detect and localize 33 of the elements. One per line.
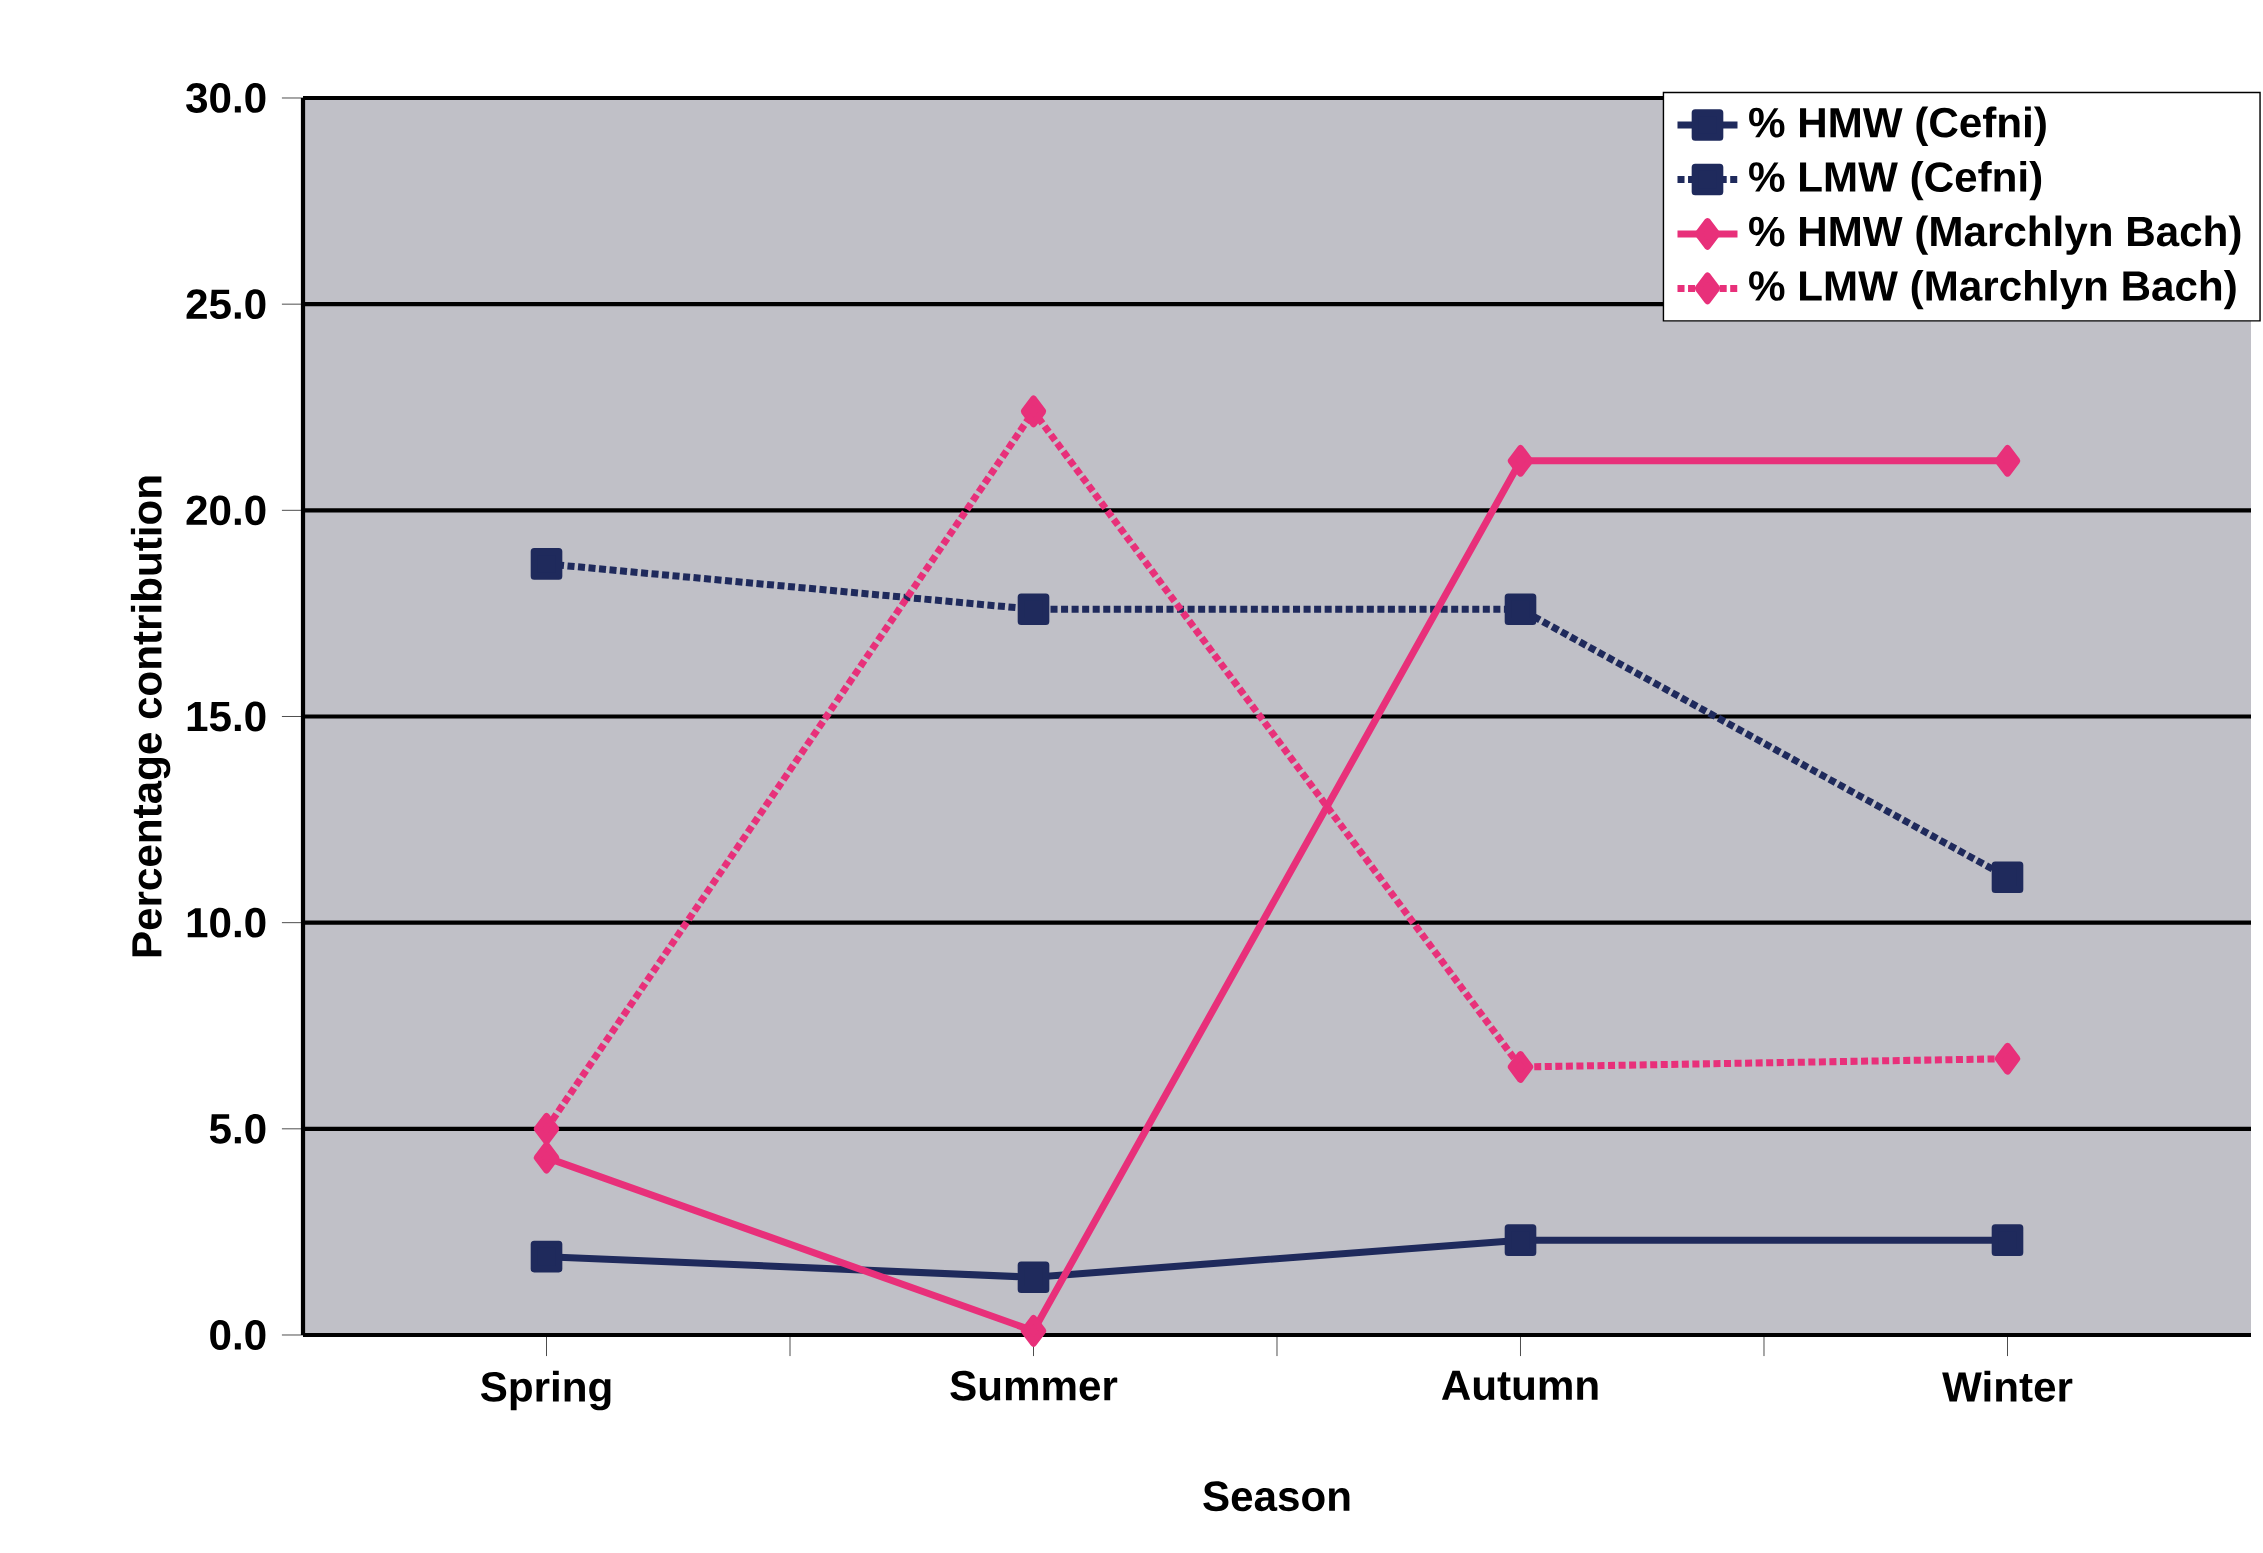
x-tick-label: Autumn [1441, 1370, 1598, 1401]
legend-label: % LMW (Marchlyn Bach) [1749, 269, 2236, 310]
y-tick-label: 0.0 [210, 1320, 266, 1350]
point [1507, 1051, 1534, 1083]
legend-label: % HMW (Cefni) [1749, 106, 2046, 146]
point [1504, 593, 1537, 626]
x-tick-label: Winter [1942, 1370, 2073, 1402]
point [1507, 445, 1534, 477]
x-axis-title: Season [1203, 1481, 1350, 1512]
point [1991, 1224, 2024, 1256]
point [1504, 1224, 1537, 1256]
y-tick-label: 5.0 [209, 1113, 266, 1144]
point [1994, 1042, 2021, 1075]
y-axis-title: Percentage contribution [130, 476, 171, 957]
x-tick-label: Summer [950, 1370, 1118, 1401]
point [1017, 593, 1050, 626]
y-tick-label: 25.0 [186, 289, 266, 320]
point [530, 1240, 563, 1273]
point [1017, 1261, 1050, 1294]
y-tick-label: 10.0 [187, 907, 266, 938]
legend-label: % LMW (Cefni) [1749, 161, 2042, 201]
point [533, 1141, 560, 1174]
point [1994, 445, 2021, 477]
point [1991, 861, 2024, 894]
y-tick-label: 30.0 [186, 83, 266, 113]
y-tick-label: 20.0 [186, 495, 266, 526]
point [530, 548, 563, 580]
point [533, 1113, 560, 1145]
legend-label: % HMW (Marchlyn Bach) [1749, 215, 2241, 255]
point [1020, 1315, 1047, 1347]
x-tick-label: Spring [480, 1370, 611, 1411]
point [1020, 395, 1047, 428]
y-tick-label: 15.0 [187, 701, 266, 732]
